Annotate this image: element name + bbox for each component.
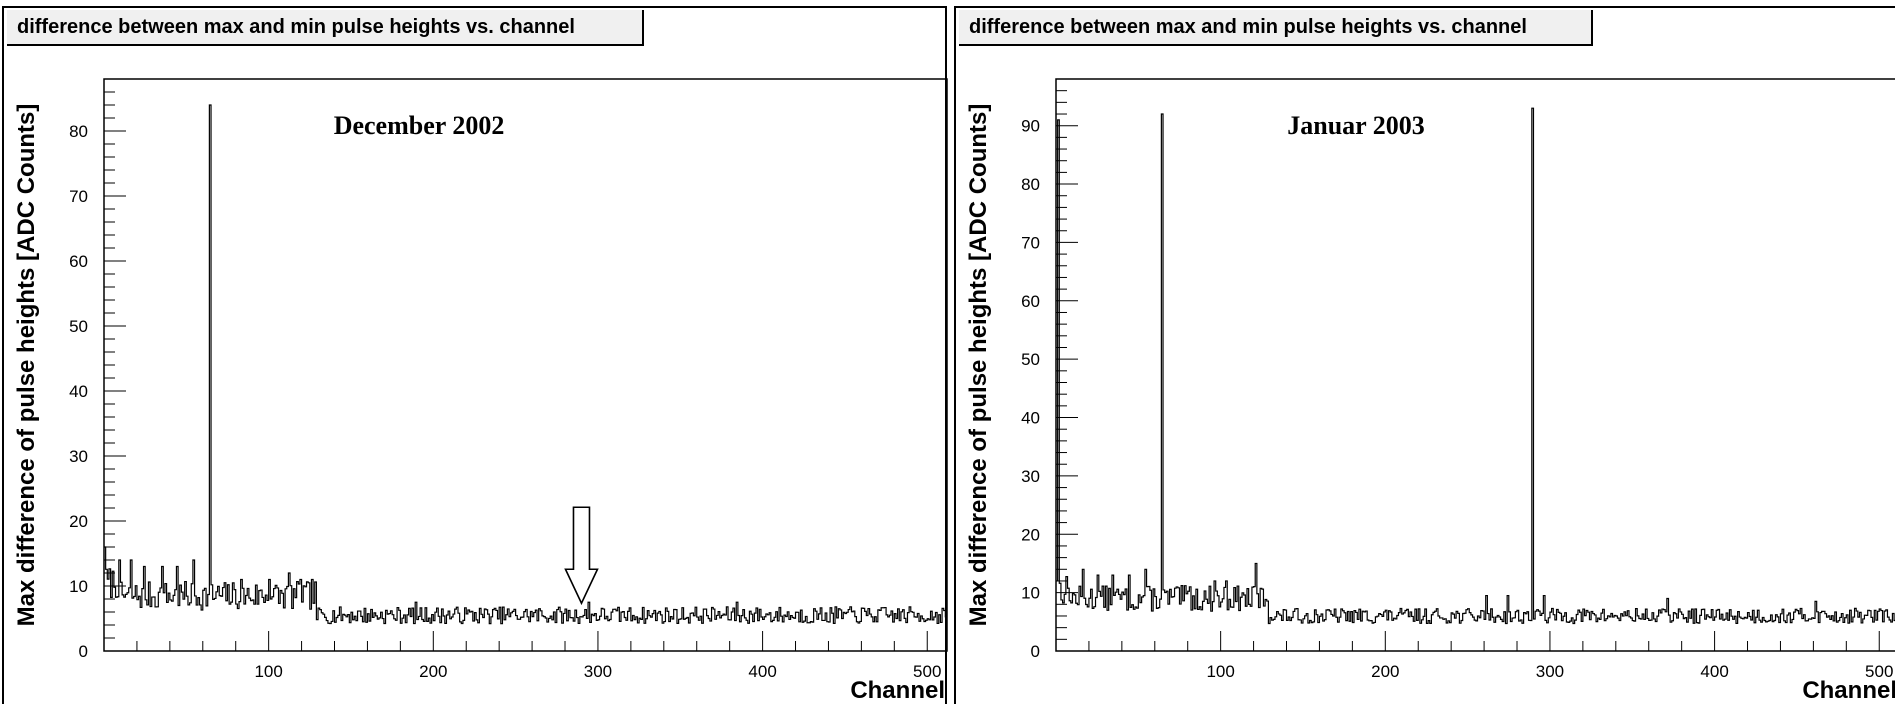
plot-frame <box>103 78 948 652</box>
x-tick-label: 100 <box>254 662 282 681</box>
x-tick-label: 300 <box>1536 662 1564 681</box>
y-tick-label: 0 <box>79 642 88 661</box>
x-tick-label: 100 <box>1206 662 1234 681</box>
histogram-series <box>104 104 947 625</box>
date-annotation: December 2002 <box>334 111 505 140</box>
y-tick-label: 70 <box>1021 233 1040 252</box>
y-tick-label: 40 <box>69 382 88 401</box>
y-tick-label: 70 <box>69 187 88 206</box>
panel-title: difference between max and min pulse hei… <box>7 10 644 46</box>
x-tick-label: 400 <box>1700 662 1728 681</box>
y-tick-label: 50 <box>1021 350 1040 369</box>
arrow-marker <box>564 506 599 606</box>
date-annotation: Januar 2003 <box>1287 111 1425 140</box>
y-tick-label: 80 <box>1021 175 1040 194</box>
histogram-panel-januar: difference between max and min pulse hei… <box>954 6 1895 704</box>
y-tick-label: 60 <box>1021 292 1040 311</box>
histogram-panel-december: difference between max and min pulse hei… <box>2 6 948 704</box>
y-tick-label: 10 <box>1021 584 1040 603</box>
x-tick-label: 200 <box>419 662 447 681</box>
panel-title: difference between max and min pulse hei… <box>959 10 1593 46</box>
x-tick-label: 300 <box>584 662 612 681</box>
y-tick-label: 50 <box>69 317 88 336</box>
y-axis-label: Max difference of pulse heights [ADC Cou… <box>13 104 40 627</box>
histogram-plot-januar: 0 10 20 30 40 50 60 70 80 90 100 200 300 400 500Channe… <box>965 78 1895 704</box>
x-axis-label: Channel <box>1802 677 1895 704</box>
y-tick-label: 0 <box>1031 642 1040 661</box>
histogram-series <box>1056 107 1895 625</box>
y-tick-label: 20 <box>1021 525 1040 544</box>
x-axis-label: Channel <box>850 677 945 704</box>
y-tick-label: 20 <box>69 512 88 531</box>
y-tick-label: 60 <box>69 252 88 271</box>
y-tick-label: 80 <box>69 122 88 141</box>
y-tick-label: 30 <box>69 447 88 466</box>
x-tick-label: 400 <box>748 662 776 681</box>
plot-frame <box>1055 78 1895 652</box>
y-axis-label: Max difference of pulse heights [ADC Cou… <box>965 104 992 627</box>
y-tick-label: 90 <box>1021 117 1040 136</box>
x-tick-label: 500 <box>913 662 941 681</box>
y-tick-label: 30 <box>1021 467 1040 486</box>
x-tick-label: 500 <box>1865 662 1893 681</box>
y-tick-label: 10 <box>69 577 88 596</box>
x-tick-label: 200 <box>1371 662 1399 681</box>
y-tick-label: 40 <box>1021 409 1040 428</box>
